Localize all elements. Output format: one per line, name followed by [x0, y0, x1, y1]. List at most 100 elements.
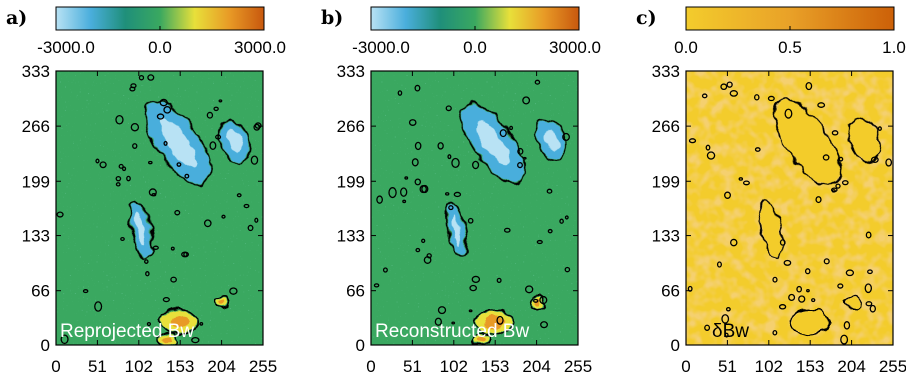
contour-speck	[788, 293, 796, 302]
contour-line	[129, 200, 154, 260]
feature-negative	[218, 118, 251, 164]
contour-speck	[132, 143, 138, 149]
contour-speck	[414, 178, 422, 186]
contour-speck	[864, 283, 873, 294]
contour-speck	[421, 238, 426, 244]
contour-speck	[524, 285, 534, 294]
contour-speck	[532, 298, 539, 303]
contour-speck	[445, 105, 452, 112]
contour-speck	[831, 130, 839, 136]
y-tick-label: 66	[661, 282, 680, 301]
contour-speck	[845, 269, 855, 277]
contour-speck	[522, 156, 527, 160]
contour-speck	[837, 283, 844, 289]
contour-speck	[796, 285, 803, 293]
y-tick-label: 266	[22, 117, 50, 136]
contour-speck	[250, 155, 259, 165]
feature-region	[846, 297, 859, 308]
contour-speck	[841, 180, 849, 186]
contour-speck	[784, 108, 793, 119]
colorbar-tick-label: -3000.0	[37, 38, 95, 57]
x-tick-label: 153	[481, 357, 509, 376]
contour-speck	[147, 160, 153, 165]
contour-line	[218, 118, 251, 164]
feature-region	[850, 121, 879, 161]
contour-speck	[720, 83, 728, 91]
contour-speck	[536, 239, 543, 245]
feature-positive	[474, 308, 515, 335]
contour-speck	[838, 156, 844, 162]
contour-speck	[729, 90, 739, 97]
contour-speck	[517, 147, 524, 155]
contour-speck	[60, 334, 69, 345]
feature-low	[759, 200, 784, 260]
y-tick-label: 133	[652, 227, 680, 246]
contour-speck	[815, 196, 822, 204]
contour-speck	[779, 239, 786, 246]
feature-core	[475, 119, 511, 166]
contour-speck	[130, 83, 137, 89]
contour-line	[529, 294, 546, 310]
feature-negative	[129, 200, 154, 260]
colorbar-tick-label: 0.0	[463, 38, 487, 57]
contour-speck	[144, 259, 149, 264]
x-tick-label: 0	[366, 357, 375, 376]
feature-negative	[143, 99, 212, 186]
contour-speck	[373, 283, 380, 288]
y-tick-label: 333	[22, 62, 50, 81]
contour-speck	[540, 321, 549, 329]
contour-speck	[468, 309, 473, 313]
contour-speck	[726, 81, 733, 88]
contour-speck	[877, 126, 882, 132]
panel-label: a)	[6, 7, 27, 29]
contour-speck	[145, 271, 150, 277]
contour-speck	[415, 247, 421, 253]
contour-speck	[843, 321, 851, 330]
contour-speck	[496, 315, 504, 325]
contour-speck	[162, 297, 170, 303]
contour-speck	[426, 253, 432, 259]
feature-core	[478, 337, 487, 344]
feature-negative	[445, 201, 468, 258]
contour-line	[789, 308, 830, 335]
y-tick-label: 266	[652, 117, 680, 136]
x-tick-label: 153	[796, 357, 824, 376]
feature-positive	[156, 332, 178, 345]
contour-speck	[115, 114, 124, 125]
x-tick-label: 102	[440, 357, 468, 376]
contour-speck	[804, 268, 811, 275]
heatmap-field	[56, 71, 263, 345]
contour-speck	[688, 138, 697, 144]
contour-speck	[817, 102, 826, 108]
contour-speck	[419, 185, 427, 194]
feature-positive	[471, 332, 493, 345]
contour-line	[844, 294, 861, 310]
contour-speck	[118, 163, 124, 169]
x-tick-label: 0	[51, 357, 60, 376]
colorbar-tick-label: 1.0	[882, 38, 906, 57]
contour-speck	[376, 195, 383, 204]
contour-speck	[121, 166, 127, 172]
y-tick-label: 333	[337, 62, 365, 81]
x-tick-label: 51	[403, 357, 422, 376]
contour-speck	[253, 123, 261, 131]
contour-speck	[835, 183, 841, 189]
contour-speck	[138, 74, 145, 81]
contour-speck	[170, 246, 175, 251]
contour-speck	[471, 275, 481, 284]
contour-speck	[448, 205, 454, 211]
contour-speck	[156, 113, 165, 120]
contour-speck	[706, 151, 716, 160]
x-tick-label: 51	[718, 357, 737, 376]
contour-speck	[126, 175, 131, 182]
colorbar-tick-label: 0.0	[148, 38, 172, 57]
x-tick-label: 255	[879, 357, 906, 376]
panel-c: c) 0.0 0.5 1.0 δBw 0 51 102 153 204 255 0 66 133 199 26…	[636, 6, 906, 376]
contour-speck	[778, 304, 787, 310]
contour-speck	[159, 98, 168, 107]
contour-speck	[203, 219, 212, 228]
x-tick-label: 204	[522, 357, 550, 376]
heatmap-field	[371, 71, 578, 345]
